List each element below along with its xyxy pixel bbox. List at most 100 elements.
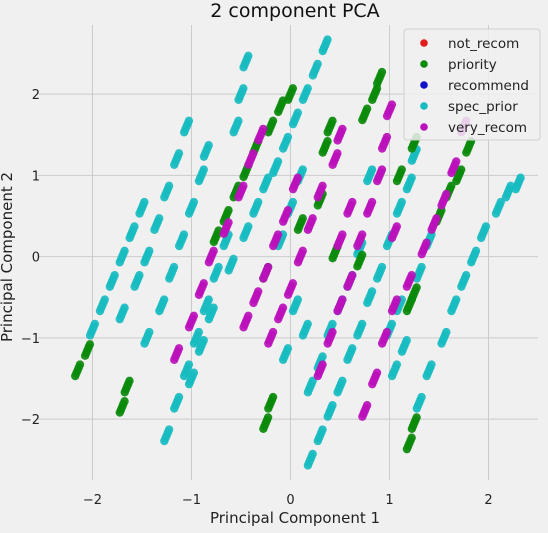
data-point-spec_prior [184,368,199,389]
legend-item-recommend[interactable]: recommend [420,78,529,94]
data-point-very_recom [254,124,268,145]
data-point-very_recom [373,165,387,186]
data-point-very_recom [219,218,233,239]
data-point-spec_prior [298,84,312,104]
y-tick-label: 1 [32,169,40,184]
data-point-very_recom [377,132,392,153]
data-point-priority [353,250,367,271]
data-point-very_recom [244,149,258,169]
legend-marker [420,81,428,89]
data-point-spec_prior [397,336,411,356]
data-point-spec_prior [184,197,199,218]
data-point-spec_prior [467,246,481,267]
data-point-spec_prior [160,181,174,202]
data-point-priority [115,396,129,417]
legend-item-not-recom[interactable]: not_recom [420,36,519,52]
data-point-priority [71,360,85,381]
data-point-spec_prior [249,197,263,218]
legend-marker [420,102,428,110]
data-point-spec_prior [447,295,461,316]
data-point-spec_prior [363,165,377,186]
y-tick-label: −1 [21,332,40,347]
data-point-very_recom [343,197,357,218]
data-point-spec_prior [278,344,293,364]
data-point-spec_prior [288,295,303,316]
data-point-very_recom [269,230,283,251]
data-point-priority [452,165,466,186]
data-point-priority [259,413,273,434]
data-point-priority [80,340,95,360]
data-point-spec_prior [412,392,426,413]
data-point-priority [120,376,134,397]
data-point-priority [407,283,421,304]
legend-item-spec-prior[interactable]: spec_prior [420,99,518,115]
data-point-spec_prior [392,295,406,316]
data-point-very_recom [273,303,288,324]
data-point-spec_prior [288,108,303,129]
data-point-priority [283,84,298,104]
x-tick-label: 2 [484,493,492,508]
data-point-very_recom [358,401,372,421]
data-point-priority [358,104,372,125]
data-point-very_recom [333,124,347,145]
data-point-spec_prior [115,246,129,267]
data-point-spec_prior [189,327,203,348]
data-point-spec_prior [318,35,332,56]
data-point-very_recom [377,327,392,348]
data-point-very_recom [313,181,327,202]
data-point-spec_prior [239,222,253,243]
data-point-spec_prior [373,262,387,283]
data-point-very_recom [333,295,347,316]
data-point-spec_prior [437,327,451,348]
data-point-spec_prior [209,262,223,283]
data-point-very_recom [437,189,451,210]
data-point-spec_prior [511,173,525,194]
data-point-spec_prior [387,360,402,381]
data-point-spec_prior [323,401,337,421]
data-point-spec_prior [135,197,149,218]
data-point-spec_prior [402,173,416,194]
data-point-very_recom [313,360,327,381]
data-points [71,35,525,470]
data-point-spec_prior [407,145,421,165]
data-point-very_recom [288,173,303,194]
data-point-spec_prior [165,262,179,283]
data-point-spec_prior [179,116,194,137]
data-point-very_recom [234,181,248,202]
y-tick-labels: −2 −1 0 1 2 [21,88,40,428]
data-point-spec_prior [269,157,283,178]
data-point-priority [407,413,421,434]
legend[interactable]: not_recom priority recommend spec_priorvery… [403,28,541,141]
data-point-spec_prior [160,425,174,446]
data-point-spec_prior [476,222,491,243]
data-point-spec_prior [204,303,218,324]
data-point-spec_prior [224,254,238,275]
chart-title: 2 component PCA [210,0,379,22]
legend-label: recommend [448,78,529,94]
data-point-very_recom [264,327,278,348]
x-tick-label: 0 [286,493,294,508]
data-point-priority [373,67,387,88]
data-point-very_recom [427,214,441,234]
data-point-spec_prior [150,214,164,234]
legend-item-very-recom[interactable]: very_recom [420,120,527,136]
data-point-priority [462,136,476,157]
data-point-spec_prior [140,246,154,267]
data-point-spec_prior [298,319,312,340]
data-point-spec_prior [239,51,253,72]
data-point-spec_prior [259,173,273,194]
data-point-spec_prior [105,271,119,291]
data-point-spec_prior [303,449,317,470]
data-point-priority [293,214,307,234]
data-point-spec_prior [199,141,213,161]
data-point-spec_prior [155,295,169,316]
y-tick-label: 2 [32,88,40,103]
data-point-very_recom [194,279,208,299]
legend-item-priority[interactable]: priority [420,57,497,73]
x-tick-label: 1 [385,493,393,508]
data-point-very_recom [204,246,218,267]
data-point-spec_prior [229,116,243,137]
data-point-very_recom [259,262,273,283]
data-point-spec_prior [343,344,357,364]
